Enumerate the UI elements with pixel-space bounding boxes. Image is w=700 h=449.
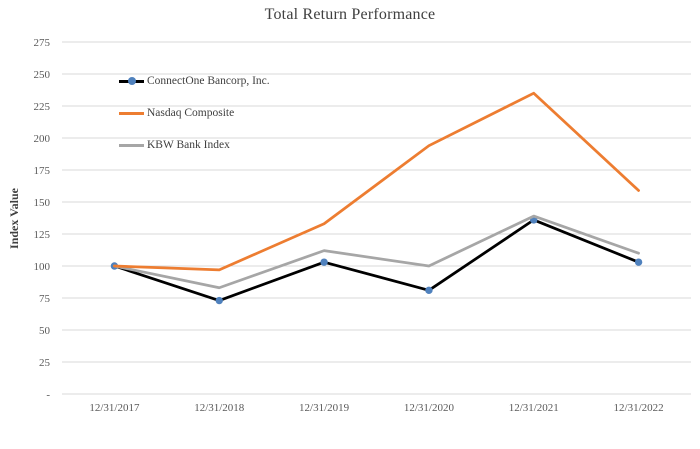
y-tick-label: 200 — [34, 133, 51, 145]
series-line-connectone-bancorp-inc — [113, 218, 640, 302]
x-tick-label: 12/31/2018 — [194, 402, 245, 414]
x-tick-label: 12/31/2019 — [299, 402, 350, 414]
legend-label: Nasdaq Composite — [147, 107, 235, 119]
y-tick-label: 225 — [34, 101, 51, 113]
legend-line-sample — [119, 77, 144, 85]
x-tick-label: 12/31/2021 — [509, 402, 559, 414]
legend-item-nasdaq-composite: Nasdaq Composite — [119, 103, 270, 123]
chart-legend: ConnectOne Bancorp, Inc. Nasdaq Composit… — [119, 71, 270, 155]
data-point-marker — [215, 296, 223, 305]
y-tick-label: 175 — [34, 165, 51, 177]
legend-line-sample — [119, 111, 144, 115]
y-tick-label: 150 — [34, 197, 51, 209]
y-tick-label: 100 — [34, 261, 51, 273]
x-tick-label: 12/31/2020 — [404, 402, 455, 414]
series-line-nasdaq-composite — [113, 91, 640, 272]
y-tick-label: 250 — [34, 69, 51, 81]
legend-marker-dot-icon — [128, 77, 136, 85]
data-point-marker — [320, 258, 328, 266]
y-tick-label: - — [46, 389, 50, 401]
legend-item-kbw-bank-index: KBW Bank Index — [119, 135, 270, 155]
y-tick-label: 75 — [39, 293, 51, 305]
y-tick-label: 275 — [34, 37, 51, 49]
x-tick-label: 12/31/2022 — [614, 402, 664, 414]
y-tick-label: 25 — [39, 357, 51, 369]
legend-label: KBW Bank Index — [147, 139, 230, 151]
x-tick-label: 12/31/2017 — [89, 402, 140, 414]
y-tick-label: 125 — [34, 229, 51, 241]
data-point-marker — [634, 258, 643, 266]
data-point-marker — [425, 286, 433, 295]
legend-line-sample — [119, 143, 144, 147]
chart-title: Total Return Performance — [264, 6, 436, 23]
series-line-kbw-bank-index — [113, 214, 640, 290]
legend-label: ConnectOne Bancorp, Inc. — [147, 75, 270, 87]
y-tick-label: 50 — [39, 325, 51, 337]
legend-item-connectone-bancorp: ConnectOne Bancorp, Inc. — [119, 71, 270, 91]
